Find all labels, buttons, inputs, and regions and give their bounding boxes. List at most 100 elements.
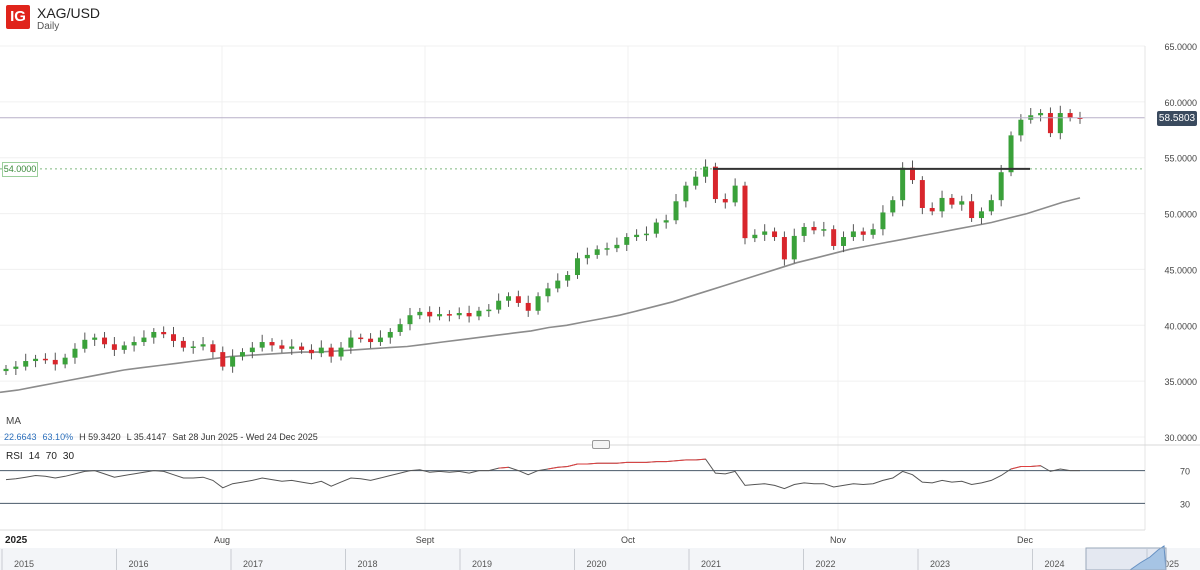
chart-header: IG XAG/USD Daily: [6, 5, 100, 33]
navigator-year-label: 2018: [358, 559, 378, 569]
candle: [220, 346, 226, 371]
candle-body-down: [269, 342, 275, 346]
candle: [791, 228, 797, 264]
navigator-area: [1129, 545, 1167, 570]
candle: [42, 353, 48, 364]
time-tick-label: Nov: [830, 535, 847, 545]
interval-label[interactable]: Daily: [37, 21, 60, 32]
candle: [949, 194, 955, 209]
candle-body-up: [506, 296, 512, 301]
candle-body-up: [249, 347, 255, 353]
price-tick-label: 35.0000: [1164, 377, 1197, 387]
candle: [1028, 108, 1034, 124]
candle-body-down: [1047, 113, 1053, 134]
candle-body-up: [624, 237, 630, 245]
candle-body-up: [821, 229, 827, 231]
candle-body-up: [259, 342, 265, 348]
rsi-overbought-segment: [616, 461, 627, 464]
candle: [762, 224, 768, 241]
candle-body-up: [998, 172, 1004, 201]
candle: [141, 330, 147, 346]
candle: [289, 339, 295, 355]
candle: [358, 333, 364, 343]
navigator[interactable]: 2015 2016 2017 2018 2019 2020 2021 2022 2023 2024…: [0, 545, 1200, 570]
rsi-overbought-segment: [498, 466, 509, 469]
candle: [1038, 109, 1044, 122]
rsi-line: [5, 458, 1080, 490]
candle: [180, 337, 186, 352]
ig-logo: IG: [6, 5, 30, 29]
candle: [190, 340, 196, 354]
stat-low: L 35.4147: [126, 432, 167, 442]
candle: [880, 205, 886, 236]
candle: [643, 226, 649, 241]
candle-body-up: [535, 296, 541, 311]
candle-body-up: [407, 315, 413, 325]
rsi-indicator-label[interactable]: RSI 14 70 30: [6, 451, 74, 462]
candle: [614, 237, 620, 253]
candle-body-up: [791, 235, 797, 260]
candle-body-down: [722, 199, 728, 203]
candle-body-down: [308, 349, 314, 354]
price-axis: 65.0000 60.0000 55.0000 50.0000 45.0000 40.00…: [1144, 42, 1197, 530]
candle: [1067, 109, 1073, 122]
candle-body-up: [988, 200, 994, 212]
navigator-year-label: 2023: [930, 559, 950, 569]
candle-body-down: [279, 345, 285, 349]
time-tick-label: Dec: [1017, 535, 1034, 545]
time-tick-label: Aug: [214, 535, 230, 545]
rsi-overbought-segment: [547, 466, 558, 470]
candle-body-up: [683, 185, 689, 202]
rsi-overbought-segment: [1010, 466, 1022, 470]
candle-body-up: [92, 337, 98, 340]
candle: [456, 307, 462, 320]
candle: [476, 306, 482, 321]
candle: [870, 223, 876, 239]
candle: [959, 195, 965, 211]
candle: [850, 224, 856, 241]
candle: [466, 305, 472, 323]
candle-body-up: [801, 226, 807, 236]
candle-body-down: [171, 334, 177, 341]
candle: [506, 292, 512, 307]
rsi-overbought-segment: [666, 460, 677, 463]
stat-change: 22.6643: [4, 432, 37, 442]
time-tick-label: Oct: [621, 535, 636, 545]
candle: [249, 342, 255, 359]
candle-body-up: [1008, 135, 1014, 173]
candle: [515, 290, 521, 307]
overlays: [0, 117, 1145, 170]
candle-body-up: [13, 366, 19, 369]
panel-resize-handle[interactable]: [592, 440, 610, 449]
candle-body-up: [3, 368, 9, 372]
candle: [308, 344, 314, 360]
candle: [1047, 107, 1053, 138]
candle-body-up: [437, 314, 443, 317]
candle-body-down: [831, 229, 837, 246]
candle-body-up: [82, 339, 88, 349]
rsi-overbought-segment: [646, 461, 657, 463]
navigator-year-label: 2025: [1159, 559, 1179, 569]
candle: [919, 176, 925, 215]
candle-body-down: [929, 207, 935, 212]
candle: [338, 342, 344, 361]
candle: [417, 307, 423, 320]
candle: [772, 227, 778, 241]
candle: [368, 333, 374, 349]
candle: [703, 159, 709, 183]
rsi-panel: 70 30: [0, 444, 1200, 509]
candle: [131, 336, 137, 352]
candle: [377, 330, 383, 346]
candle-body-down: [712, 166, 718, 200]
candle: [821, 221, 827, 237]
candle-body-up: [151, 331, 157, 338]
ma-indicator-label[interactable]: MA: [6, 416, 21, 427]
instrument-symbol[interactable]: XAG/USD: [37, 5, 101, 21]
candle: [328, 343, 334, 363]
price-tick-label: 40.0000: [1164, 321, 1197, 331]
candle: [387, 328, 393, 344]
candle-body-up: [496, 300, 502, 310]
rsi-upper: 70: [45, 451, 57, 462]
candle-body-down: [1067, 113, 1073, 118]
